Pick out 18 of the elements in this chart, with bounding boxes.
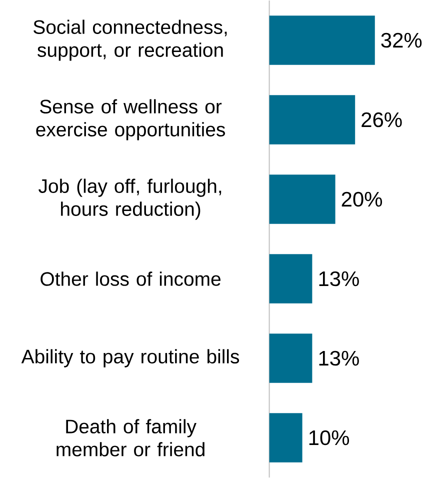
data-label: 13%: [319, 350, 360, 366]
data-label: 26%: [362, 112, 402, 128]
y-tick-label: Other loss of income: [40, 272, 221, 286]
bar: [269, 334, 312, 383]
bar: [269, 413, 302, 462]
bar: [269, 254, 312, 304]
y-tick-label: Death of family member or friend: [56, 419, 205, 456]
y-tick-label: Sense of wellness or exercise opportunities: [36, 99, 226, 140]
data-label: 10%: [310, 430, 350, 446]
bar: [269, 95, 356, 144]
data-label: 32%: [381, 32, 422, 48]
data-label: 20%: [342, 192, 382, 207]
data-label: 13%: [319, 271, 360, 286]
y-tick-label: Job (lay off, furlough, hours reduction): [38, 178, 222, 220]
y-tick-label: Social connectedness, support, or recreation: [34, 20, 227, 61]
bar: [269, 16, 376, 65]
y-tick-label: Ability to pay routine bills: [22, 349, 240, 368]
bar: [269, 174, 336, 224]
